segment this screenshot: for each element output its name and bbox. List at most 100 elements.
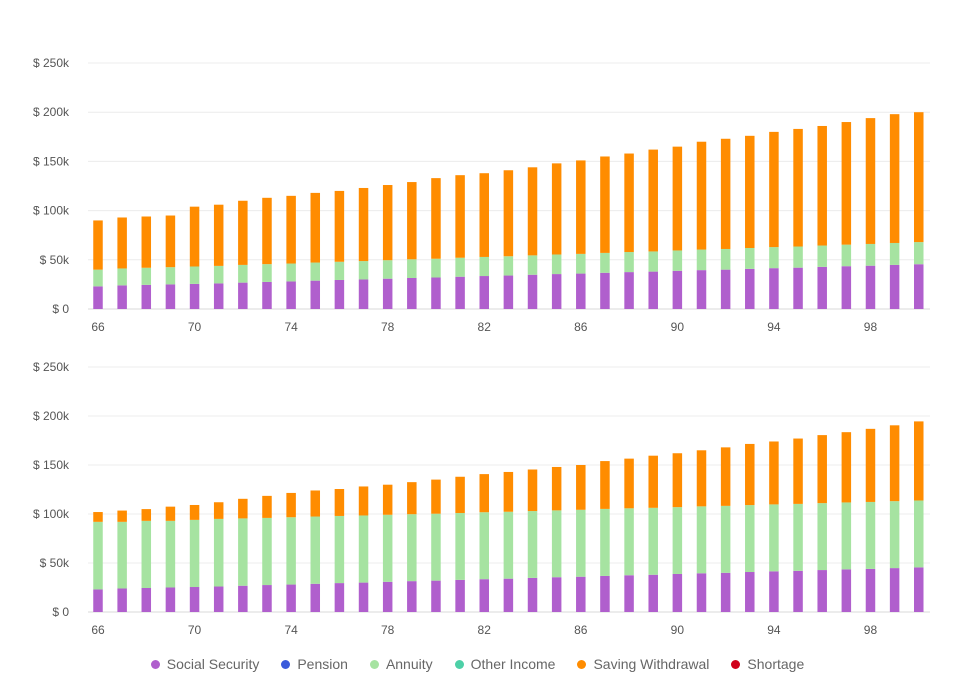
bar-social-security[interactable] (600, 272, 610, 309)
bar-social-security[interactable] (262, 585, 272, 612)
bar-saving-withdrawal[interactable] (551, 163, 562, 255)
bar-social-security[interactable] (262, 281, 272, 309)
bar-social-security[interactable] (527, 577, 538, 612)
bar-saving-withdrawal[interactable] (455, 476, 465, 514)
bar-saving-withdrawal[interactable] (93, 220, 103, 270)
bar-saving-withdrawal[interactable] (576, 465, 586, 510)
bar-annuity[interactable] (238, 264, 248, 283)
bar-saving-withdrawal[interactable] (720, 447, 731, 506)
bar-saving-withdrawal[interactable] (382, 185, 393, 261)
bar-saving-withdrawal[interactable] (769, 441, 779, 505)
bar-social-security[interactable] (189, 283, 200, 309)
legend-item-saving-withdrawal[interactable]: Saving Withdrawal (577, 656, 709, 672)
bar-social-security[interactable] (648, 271, 658, 309)
bar-saving-withdrawal[interactable] (141, 216, 152, 268)
bar-annuity[interactable] (576, 253, 586, 274)
bar-annuity[interactable] (93, 521, 103, 590)
bar-annuity[interactable] (576, 509, 586, 577)
bar-annuity[interactable] (286, 517, 296, 585)
bar-saving-withdrawal[interactable] (624, 153, 634, 253)
bar-annuity[interactable] (551, 510, 562, 578)
bar-saving-withdrawal[interactable] (914, 112, 924, 243)
bar-saving-withdrawal[interactable] (745, 135, 755, 248)
bar-saving-withdrawal[interactable] (672, 146, 683, 251)
bar-annuity[interactable] (914, 500, 924, 568)
bar-annuity[interactable] (720, 248, 731, 270)
bar-annuity[interactable] (769, 247, 779, 269)
bar-social-security[interactable] (165, 587, 176, 613)
bar-social-security[interactable] (817, 266, 827, 309)
bar-annuity[interactable] (503, 256, 514, 276)
bar-saving-withdrawal[interactable] (407, 482, 417, 515)
bar-saving-withdrawal[interactable] (382, 484, 393, 515)
legend-item-shortage[interactable]: Shortage (731, 656, 804, 672)
bar-saving-withdrawal[interactable] (720, 138, 731, 249)
bar-annuity[interactable] (889, 501, 900, 569)
bar-annuity[interactable] (527, 255, 538, 275)
bar-social-security[interactable] (745, 268, 755, 309)
bar-annuity[interactable] (431, 258, 441, 278)
bar-social-security[interactable] (527, 274, 538, 309)
bar-social-security[interactable] (431, 277, 441, 309)
bar-social-security[interactable] (334, 583, 345, 612)
bar-annuity[interactable] (527, 511, 538, 578)
bar-annuity[interactable] (334, 515, 345, 584)
bar-annuity[interactable] (455, 257, 465, 277)
bar-social-security[interactable] (841, 266, 852, 309)
bar-social-security[interactable] (889, 264, 900, 309)
bar-annuity[interactable] (696, 249, 707, 271)
bar-annuity[interactable] (141, 267, 152, 285)
bar-saving-withdrawal[interactable] (213, 502, 224, 519)
bar-social-security[interactable] (141, 284, 152, 309)
bar-saving-withdrawal[interactable] (262, 197, 272, 265)
bar-saving-withdrawal[interactable] (817, 125, 827, 246)
bar-social-security[interactable] (865, 568, 876, 612)
bar-social-security[interactable] (189, 587, 200, 612)
bar-saving-withdrawal[interactable] (334, 489, 345, 516)
bar-annuity[interactable] (648, 507, 658, 575)
bar-annuity[interactable] (551, 254, 562, 275)
bar-saving-withdrawal[interactable] (672, 453, 683, 508)
bar-annuity[interactable] (793, 246, 803, 268)
bar-social-security[interactable] (286, 281, 296, 309)
bar-annuity[interactable] (213, 518, 224, 587)
bar-annuity[interactable] (358, 261, 369, 280)
bar-social-security[interactable] (382, 278, 393, 309)
bar-saving-withdrawal[interactable] (527, 469, 538, 512)
bar-saving-withdrawal[interactable] (865, 118, 876, 244)
bar-saving-withdrawal[interactable] (793, 128, 803, 247)
bar-annuity[interactable] (745, 505, 755, 573)
bar-saving-withdrawal[interactable] (624, 458, 634, 509)
bar-saving-withdrawal[interactable] (479, 474, 489, 513)
bar-annuity[interactable] (141, 520, 152, 588)
bar-annuity[interactable] (286, 263, 296, 282)
bar-annuity[interactable] (455, 513, 465, 580)
bar-social-security[interactable] (720, 269, 731, 309)
bar-social-security[interactable] (865, 265, 876, 309)
bar-saving-withdrawal[interactable] (238, 498, 248, 519)
bar-annuity[interactable] (238, 518, 248, 586)
bar-annuity[interactable] (165, 520, 176, 588)
bar-saving-withdrawal[interactable] (745, 443, 755, 506)
legend-item-annuity[interactable]: Annuity (369, 656, 433, 672)
bar-social-security[interactable] (672, 573, 683, 612)
bar-saving-withdrawal[interactable] (310, 490, 321, 517)
bar-social-security[interactable] (551, 274, 562, 309)
bar-annuity[interactable] (624, 252, 634, 273)
legend-item-other-income[interactable]: Other Income (454, 656, 555, 672)
bar-annuity[interactable] (165, 267, 176, 285)
bar-annuity[interactable] (334, 261, 345, 280)
bar-social-security[interactable] (117, 588, 127, 612)
bar-annuity[interactable] (914, 242, 924, 265)
bar-annuity[interactable] (720, 505, 731, 573)
bar-social-security[interactable] (745, 572, 755, 612)
bar-social-security[interactable] (696, 573, 707, 612)
bar-saving-withdrawal[interactable] (793, 438, 803, 504)
bar-social-security[interactable] (141, 587, 152, 612)
bar-saving-withdrawal[interactable] (648, 149, 658, 252)
bar-annuity[interactable] (672, 250, 683, 271)
bar-annuity[interactable] (624, 508, 634, 576)
bar-saving-withdrawal[interactable] (262, 495, 272, 518)
bar-social-security[interactable] (600, 575, 610, 612)
bar-annuity[interactable] (189, 519, 200, 588)
